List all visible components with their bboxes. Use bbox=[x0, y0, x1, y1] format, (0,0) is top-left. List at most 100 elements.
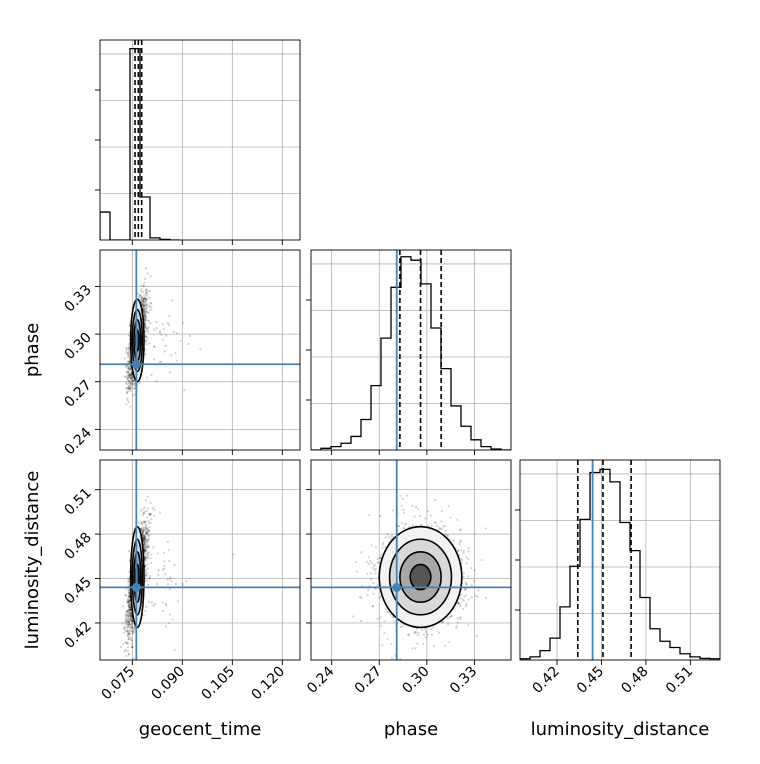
sample-point bbox=[141, 298, 143, 300]
sample-point bbox=[145, 532, 147, 534]
sample-point bbox=[143, 538, 145, 540]
sample-point bbox=[463, 595, 465, 597]
sample-point bbox=[368, 514, 370, 516]
sample-point bbox=[128, 368, 130, 370]
sample-point bbox=[125, 613, 127, 615]
sample-point bbox=[447, 623, 449, 625]
sample-point bbox=[140, 510, 142, 512]
sample-point bbox=[153, 358, 155, 360]
sample-point bbox=[417, 508, 419, 510]
sample-point bbox=[360, 551, 362, 553]
sample-point bbox=[459, 541, 461, 543]
histogram-bin bbox=[610, 482, 620, 660]
histogram-bin bbox=[670, 648, 680, 661]
sample-point bbox=[368, 563, 370, 565]
sample-point bbox=[150, 502, 152, 504]
sample-point bbox=[147, 331, 149, 333]
sample-point bbox=[457, 617, 459, 619]
sample-point bbox=[199, 348, 201, 350]
sample-point bbox=[386, 611, 388, 613]
sample-point bbox=[144, 304, 146, 306]
sample-point bbox=[468, 598, 470, 600]
sample-point bbox=[473, 580, 475, 582]
sample-point bbox=[148, 326, 150, 328]
sample-point bbox=[460, 529, 462, 531]
histogram-bin bbox=[560, 607, 570, 660]
sample-point bbox=[162, 610, 164, 612]
sample-point bbox=[125, 594, 127, 596]
sample-point bbox=[146, 343, 148, 345]
sample-point bbox=[143, 529, 145, 531]
sample-point bbox=[146, 579, 148, 581]
sample-point bbox=[127, 600, 129, 602]
sample-point bbox=[183, 389, 185, 391]
sample-point bbox=[130, 643, 132, 645]
sample-point bbox=[127, 642, 129, 644]
sample-point bbox=[372, 567, 374, 569]
sample-point bbox=[128, 334, 130, 336]
sample-point bbox=[145, 499, 147, 501]
sample-point bbox=[127, 352, 129, 354]
sample-point bbox=[138, 522, 140, 524]
sample-point bbox=[430, 628, 432, 630]
histogram-bin bbox=[431, 328, 441, 450]
sample-point bbox=[128, 385, 130, 387]
sample-point bbox=[163, 560, 165, 562]
sample-point bbox=[476, 635, 478, 637]
histogram-bin bbox=[441, 369, 451, 450]
sample-point bbox=[149, 522, 151, 524]
sample-point bbox=[150, 306, 152, 308]
sample-point bbox=[126, 399, 128, 401]
sample-point bbox=[372, 582, 374, 584]
sample-point bbox=[146, 312, 148, 314]
sample-point bbox=[146, 572, 148, 574]
sample-point bbox=[442, 525, 444, 527]
sample-point bbox=[148, 342, 150, 344]
sample-point bbox=[171, 299, 173, 301]
sample-point bbox=[144, 314, 146, 316]
sample-point bbox=[149, 577, 151, 579]
sample-point bbox=[149, 305, 151, 307]
sample-point bbox=[150, 302, 152, 304]
sample-point bbox=[375, 546, 377, 548]
sample-point bbox=[130, 381, 132, 383]
sample-point bbox=[147, 555, 149, 557]
sample-point bbox=[150, 554, 152, 556]
sample-point bbox=[122, 643, 124, 645]
sample-point bbox=[465, 556, 467, 558]
sample-point bbox=[146, 377, 148, 379]
sample-point bbox=[128, 604, 130, 606]
sample-point bbox=[126, 397, 128, 399]
sample-point bbox=[167, 579, 169, 581]
sample-point bbox=[432, 626, 434, 628]
sample-point bbox=[177, 600, 179, 602]
sample-point bbox=[436, 525, 438, 527]
sample-point bbox=[379, 515, 381, 517]
sample-point bbox=[413, 632, 415, 634]
sample-point bbox=[128, 602, 130, 604]
sample-point bbox=[125, 350, 127, 352]
sample-point bbox=[147, 496, 149, 498]
sample-point bbox=[125, 623, 127, 625]
sample-point bbox=[232, 553, 234, 555]
sample-point bbox=[124, 621, 126, 623]
sample-point bbox=[143, 512, 145, 514]
sample-point bbox=[145, 606, 147, 608]
sample-point bbox=[121, 622, 123, 624]
sample-point bbox=[162, 323, 164, 325]
sample-point bbox=[460, 549, 462, 551]
sample-point bbox=[124, 630, 126, 632]
sample-point bbox=[125, 642, 127, 644]
sample-point bbox=[128, 550, 130, 552]
sample-point bbox=[167, 541, 169, 543]
sample-point bbox=[427, 510, 429, 512]
sample-point bbox=[142, 514, 144, 516]
sample-point bbox=[402, 498, 404, 500]
sample-point bbox=[157, 569, 159, 571]
histogram-bin bbox=[550, 638, 560, 660]
sample-point bbox=[145, 292, 147, 294]
sample-point bbox=[130, 626, 132, 628]
histogram-bin bbox=[590, 473, 600, 661]
histogram-step-phase bbox=[311, 257, 511, 450]
sample-point bbox=[163, 552, 165, 554]
